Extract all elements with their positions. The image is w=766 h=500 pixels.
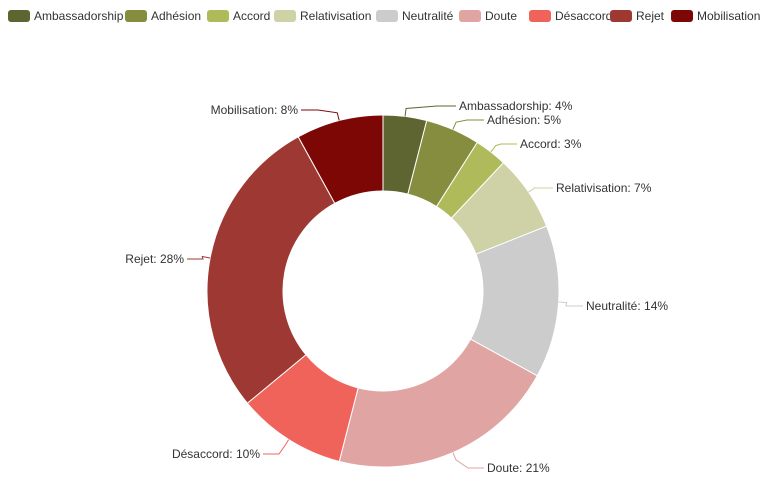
label-leader-line <box>301 109 340 121</box>
slice-label: Ambassadorship: 4% <box>459 99 573 113</box>
slice-label: Rejet: 28% <box>125 252 184 266</box>
legend-swatch <box>529 10 551 22</box>
slice-label: Relativisation: 7% <box>556 181 652 195</box>
donut-slice[interactable] <box>338 338 538 468</box>
legend-swatch <box>610 10 632 22</box>
legend-label: Ambassadorship <box>34 9 124 23</box>
label-leader-line <box>187 255 211 260</box>
label-leader-line <box>404 105 456 117</box>
legend-swatch <box>125 10 147 22</box>
legend-swatch <box>459 10 481 22</box>
legend-label: Accord <box>233 9 271 23</box>
slice-label: Adhésion: 5% <box>487 113 561 127</box>
legend-item[interactable]: Ambassadorship <box>8 8 123 24</box>
legend-item[interactable]: Neutralité <box>376 8 453 24</box>
legend-item[interactable]: Doute <box>459 8 517 24</box>
legend-item[interactable]: Rejet <box>610 8 664 24</box>
legend-label: Relativisation <box>300 9 372 23</box>
label-leader-line <box>452 119 484 130</box>
legend: Ambassadorship Adhésion Accord Relativisati… <box>8 8 766 24</box>
slice-label: Doute: 21% <box>487 461 550 475</box>
legend-label: Rejet <box>636 9 665 23</box>
donut-slice[interactable] <box>206 136 336 404</box>
slice-label: Accord: 3% <box>520 137 582 151</box>
legend-item[interactable]: Désaccord <box>529 8 612 24</box>
legend-label: Adhésion <box>151 9 202 23</box>
legend-swatch <box>671 10 693 22</box>
label-leader-line <box>490 143 517 153</box>
legend-label: Mobilisation <box>697 9 761 23</box>
label-leader-line <box>558 301 583 307</box>
legend-item[interactable]: Adhésion <box>125 8 201 24</box>
label-leader-line <box>528 187 553 193</box>
legend-swatch <box>207 10 229 22</box>
donut-slice[interactable] <box>297 114 384 205</box>
slice-label: Mobilisation: 8% <box>211 103 299 117</box>
legend-swatch <box>376 10 398 22</box>
legend-swatch <box>8 10 30 22</box>
legend-swatch <box>274 10 296 22</box>
legend-item[interactable]: Relativisation <box>274 8 371 24</box>
label-leader-line <box>452 452 484 469</box>
legend-item[interactable]: Mobilisation <box>671 8 760 24</box>
slice-label: Neutralité: 14% <box>586 299 668 313</box>
legend-label: Neutralité <box>402 9 454 23</box>
slice-label: Désaccord: 10% <box>172 447 260 461</box>
legend-label: Doute <box>485 9 518 23</box>
legend-item[interactable]: Accord <box>207 8 270 24</box>
legend-label: Désaccord <box>555 9 613 23</box>
label-leader-line <box>263 439 290 455</box>
